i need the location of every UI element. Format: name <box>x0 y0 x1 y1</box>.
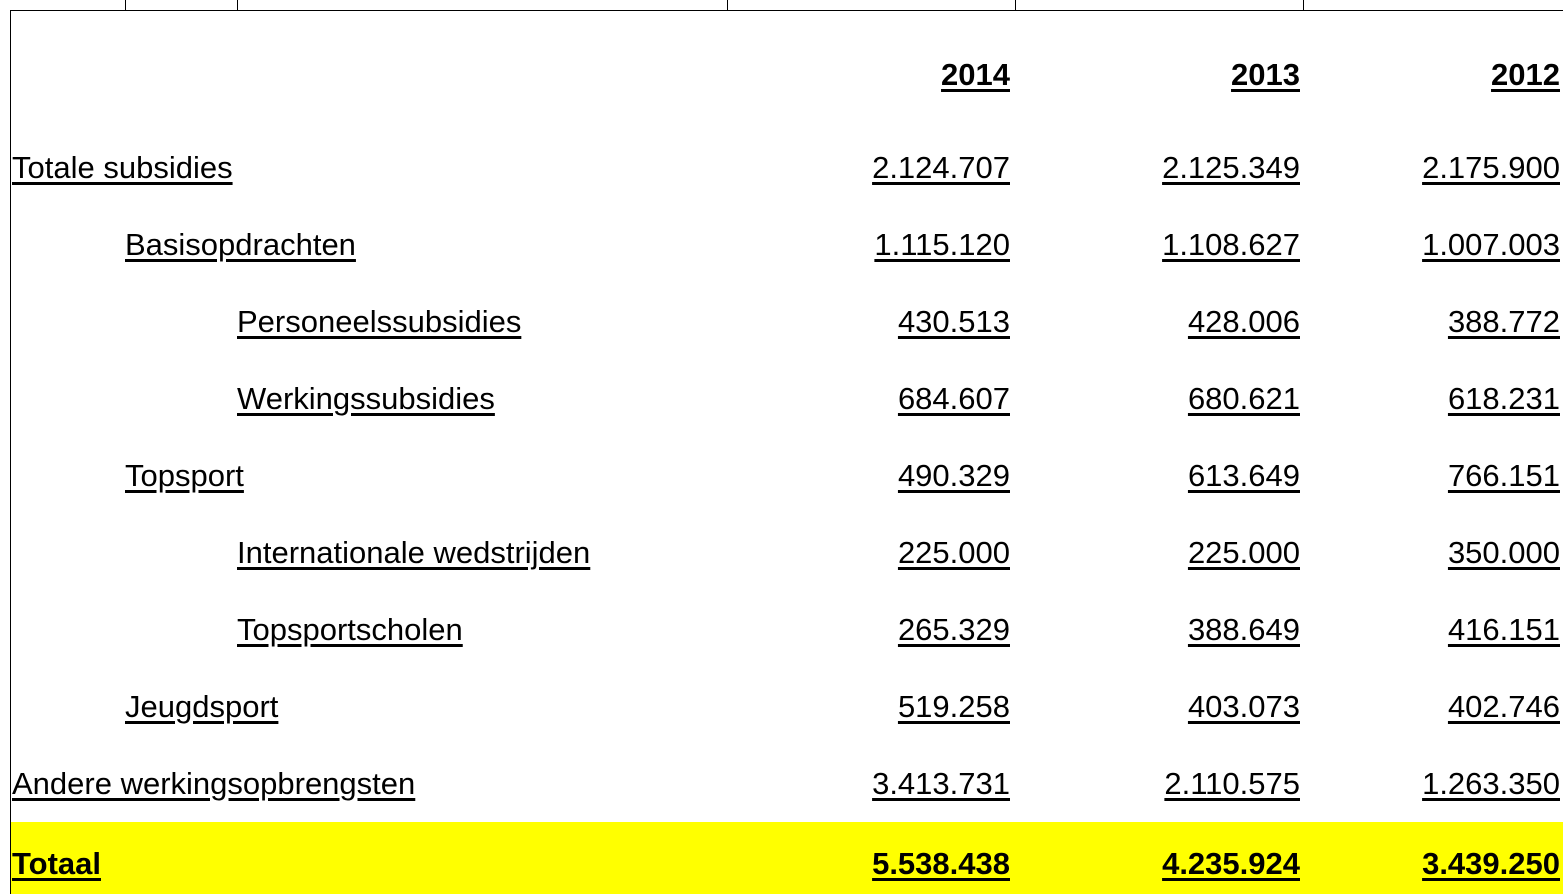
row-label: Andere werkingsopbrengsten <box>12 766 416 801</box>
row-label: Topsportscholen <box>237 612 463 647</box>
value-cell: 5.538.438 <box>872 846 1010 881</box>
column-tick <box>1015 0 1016 10</box>
column-tick <box>727 0 728 10</box>
value-cell: 430.513 <box>897 304 1010 339</box>
column-header: 2012 <box>1491 57 1560 92</box>
value-cell: 416.151 <box>1447 612 1560 647</box>
value-cell: 388.772 <box>1447 304 1560 339</box>
value-cell: 4.235.924 <box>1162 846 1300 881</box>
value-cell: 402.746 <box>1447 689 1560 724</box>
value-cell: 388.649 <box>1187 612 1300 647</box>
column-header: 2014 <box>941 57 1010 92</box>
column-tick <box>1303 0 1304 10</box>
value-cell: 2.125.349 <box>1162 150 1300 185</box>
value-cell: 225.000 <box>1187 535 1300 570</box>
row-label: Basisopdrachten <box>125 227 356 262</box>
column-header: 2013 <box>1231 57 1300 92</box>
value-cell: 350.000 <box>1447 535 1560 570</box>
value-cell: 2.175.900 <box>1422 150 1560 185</box>
row-label: Totaal <box>12 846 101 881</box>
left-border <box>10 10 11 894</box>
value-cell: 519.258 <box>897 689 1010 724</box>
value-cell: 684.607 <box>897 381 1010 416</box>
value-cell: 3.413.731 <box>872 766 1010 801</box>
value-cell: 2.124.707 <box>872 150 1010 185</box>
value-cell: 2.110.575 <box>1164 766 1300 801</box>
value-cell: 680.621 <box>1187 381 1300 416</box>
value-cell: 1.108.627 <box>1162 227 1300 262</box>
total-highlight <box>10 822 1563 894</box>
row-label: Internationale wedstrijden <box>237 535 591 570</box>
row-label: Werkingssubsidies <box>237 381 495 416</box>
row-label: Jeugdsport <box>125 689 279 724</box>
value-cell: 1.007.003 <box>1422 227 1560 262</box>
value-cell: 225.000 <box>897 535 1010 570</box>
row-label: Personeelssubsidies <box>237 304 522 339</box>
value-cell: 766.151 <box>1447 458 1560 493</box>
value-cell: 1.115.120 <box>874 227 1010 262</box>
value-cell: 428.006 <box>1187 304 1300 339</box>
value-cell: 613.649 <box>1187 458 1300 493</box>
value-cell: 1.263.350 <box>1422 766 1560 801</box>
value-cell: 3.439.250 <box>1422 846 1560 881</box>
row-label: Totale subsidies <box>12 150 233 185</box>
column-tick <box>237 0 238 10</box>
value-cell: 403.073 <box>1187 689 1300 724</box>
value-cell: 618.231 <box>1447 381 1560 416</box>
row-label: Topsport <box>125 458 244 493</box>
column-tick <box>125 0 126 10</box>
value-cell: 490.329 <box>897 458 1010 493</box>
value-cell: 265.329 <box>897 612 1010 647</box>
top-border <box>10 10 1563 11</box>
